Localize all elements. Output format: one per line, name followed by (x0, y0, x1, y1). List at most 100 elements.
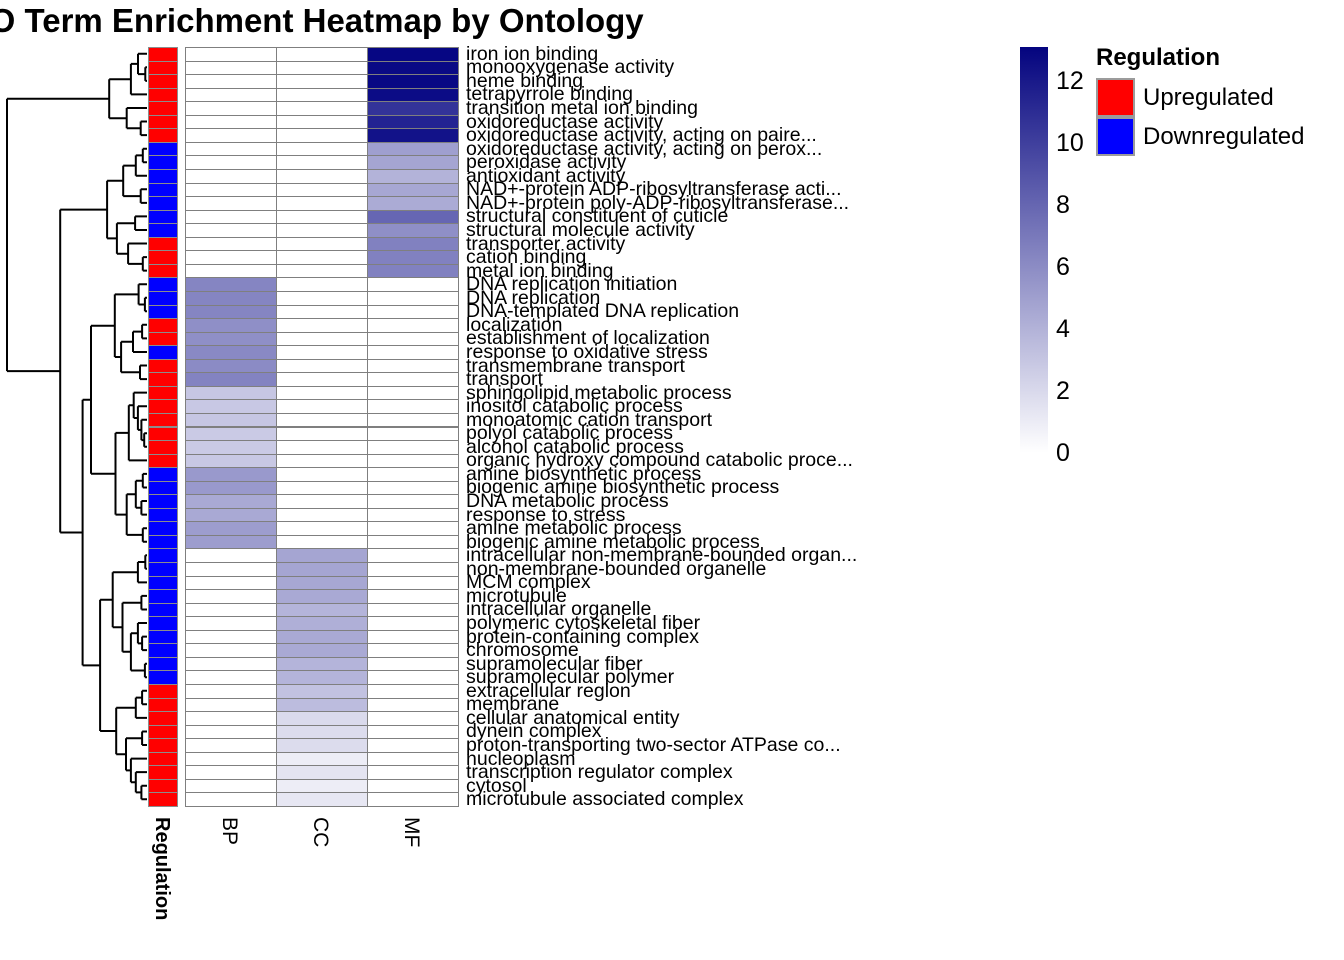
row-label: tetrapyrrole binding (466, 83, 633, 106)
heatmap-cell (276, 643, 368, 658)
heatmap-cell (276, 467, 368, 482)
heatmap-cell (367, 494, 459, 509)
column-label: MF (399, 817, 423, 848)
row-label: alcohol catabolic process (466, 435, 684, 458)
heatmap-cell (276, 318, 368, 333)
heatmap-cell (367, 765, 459, 780)
regulation-cell (148, 440, 178, 455)
heatmap-cell (276, 440, 368, 455)
heatmap-cell (276, 101, 368, 116)
heatmap-cell (185, 792, 277, 807)
heatmap-cell (276, 412, 368, 428)
heatmap-cell (367, 141, 459, 157)
heatmap-cell (276, 223, 368, 238)
heatmap-cell (185, 399, 277, 414)
heatmap-cell (276, 453, 368, 469)
row-label: cation binding (466, 246, 587, 269)
legend-swatch-upregulated (1096, 78, 1135, 117)
heatmap-cell (185, 548, 277, 564)
heatmap-cell (367, 223, 459, 238)
regulation-cell (148, 101, 178, 116)
heatmap-cell (185, 711, 277, 726)
row-label: polymeric cytoskeletal fiber (466, 612, 701, 635)
heatmap-cell (367, 778, 459, 794)
regulation-cell (148, 575, 178, 591)
heatmap-cell (367, 47, 459, 62)
heatmap-cell (276, 87, 368, 103)
heatmap-cell (367, 372, 459, 387)
heatmap-cell (367, 440, 459, 455)
colorbar-tick-label: 10 (1056, 129, 1084, 157)
regulation-cell (148, 711, 178, 726)
heatmap-cell (367, 155, 459, 170)
column-label: CC (308, 817, 332, 848)
heatmap-cell (185, 778, 277, 794)
regulation-cell (148, 114, 178, 130)
regulation-cell (148, 412, 178, 428)
legend-label: Downregulated (1143, 122, 1305, 150)
heatmap-cell (276, 602, 368, 618)
heatmap-cell (185, 168, 277, 184)
regulation-cell (148, 616, 178, 631)
heatmap-cell (276, 196, 368, 211)
heatmap-cell (185, 236, 277, 252)
heatmap-cell (276, 168, 368, 184)
heatmap-cell (276, 765, 368, 780)
heatmap-cell (367, 168, 459, 184)
heatmap-cell (367, 738, 459, 753)
heatmap-cell (185, 182, 277, 198)
heatmap-cell (276, 521, 368, 536)
heatmap-cell (367, 629, 459, 645)
regulation-cell (148, 304, 178, 320)
row-label: organic hydroxy compound catabolic proce… (466, 449, 853, 472)
heatmap-cell (276, 385, 368, 401)
heatmap-cell (185, 616, 277, 631)
regulation-cell (148, 643, 178, 658)
colorbar-tick-label: 4 (1056, 315, 1070, 343)
heatmap-cell (276, 155, 368, 170)
heatmap-cell (367, 521, 459, 536)
heatmap-cell (185, 155, 277, 170)
heatmap-cell (276, 345, 368, 360)
heatmap-cell (367, 751, 459, 767)
row-label: sphingolipid metabolic process (466, 381, 732, 404)
heatmap-cell (367, 711, 459, 726)
heatmap-cell (367, 562, 459, 577)
heatmap-cell (276, 399, 368, 414)
row-label: transition metal ion binding (466, 96, 698, 119)
heatmap-cell (185, 724, 277, 740)
heatmap-cell (367, 358, 459, 374)
regulation-cell (148, 792, 178, 807)
row-label: localization (466, 313, 563, 336)
row-label: DNA metabolic process (466, 490, 669, 513)
heatmap-cell (185, 47, 277, 62)
regulation-cell (148, 87, 178, 103)
heatmap-cell (276, 792, 368, 807)
heatmap-cell (185, 467, 277, 482)
colorbar-tick-label: 2 (1056, 377, 1070, 405)
regulation-cell (148, 724, 178, 740)
heatmap-cell (185, 412, 277, 428)
regulation-cell (148, 128, 178, 143)
heatmap-cell (367, 426, 459, 442)
regulation-cell (148, 426, 178, 442)
heatmap-cell (367, 724, 459, 740)
colorbar-tick-label: 0 (1056, 439, 1070, 467)
heatmap-cell (367, 399, 459, 414)
regulation-cell (148, 602, 178, 618)
regulation-cell (148, 534, 178, 550)
heatmap-cell (276, 616, 368, 631)
heatmap-cell (367, 128, 459, 143)
heatmap-cell (185, 751, 277, 767)
heatmap-cell (276, 697, 368, 713)
heatmap-cell (276, 331, 368, 347)
row-label: oxidoreductase activity, acting on paire… (466, 124, 817, 147)
heatmap-cell (367, 331, 459, 347)
row-label: transport (466, 368, 543, 391)
row-label: response to oxidative stress (466, 340, 708, 363)
row-label: transporter activity (466, 232, 626, 255)
legend-title: Regulation (1096, 44, 1220, 71)
heatmap-cell (276, 372, 368, 387)
regulation-cell (148, 250, 178, 265)
heatmap-cell (185, 263, 277, 279)
